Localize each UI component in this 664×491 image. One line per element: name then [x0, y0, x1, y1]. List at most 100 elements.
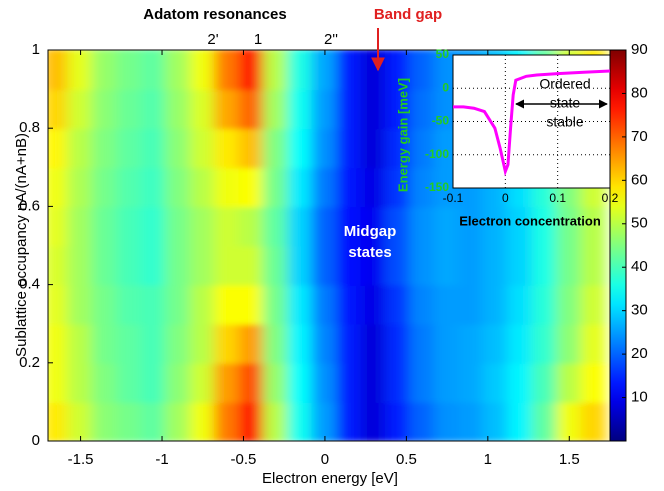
- heat-cell: [556, 205, 583, 247]
- inset-x-axis-label: Electron concentration: [459, 213, 601, 228]
- heat-cell: [140, 400, 168, 441]
- heat-cell: [189, 50, 216, 91]
- heat-cell: [140, 127, 168, 169]
- overlay: -1.5 -1 -0.5 0 0.5 1 1.5 0 0.2 0.4 0.6 0.8 1 10 20 30 40…: [19, 41, 648, 468]
- heat-cell: [287, 205, 314, 247]
- heat-cell: [213, 361, 241, 403]
- heat-cell: [67, 283, 94, 325]
- heat-cell: [91, 400, 119, 441]
- heat-cell: [556, 400, 583, 441]
- colorbar-tick-label: 30: [631, 302, 648, 319]
- y-tick-label: 0.8: [19, 119, 40, 136]
- heat-cell: [531, 400, 559, 441]
- annotation: 2'': [324, 31, 338, 48]
- heat-cell: [385, 283, 412, 325]
- heat-cell: [336, 50, 363, 91]
- heat-cell: [360, 127, 388, 169]
- inset-annotation: stable: [546, 114, 584, 130]
- heat-cell: [385, 322, 412, 364]
- heat-cell: [311, 127, 339, 169]
- heat-cell: [409, 205, 436, 247]
- heat-cell: [91, 127, 119, 169]
- heat-cell: [580, 361, 607, 403]
- colorbar-tick-label: 10: [631, 389, 648, 406]
- y-axis-label: Sublattice occupancy nA/(nA+nB): [13, 133, 30, 357]
- heat-cell: [213, 400, 241, 441]
- heat-cell: [213, 50, 241, 91]
- heat-cell: [140, 283, 168, 325]
- heat-cell: [165, 205, 192, 247]
- heat-cell: [311, 244, 339, 286]
- x-tick-label: -1: [155, 451, 168, 468]
- heat-cell: [385, 166, 412, 208]
- y-tick-label: 0.6: [19, 197, 40, 214]
- heat-cell: [238, 127, 265, 169]
- heat-cell: [458, 400, 485, 441]
- heat-cell: [165, 50, 192, 91]
- heat-cell: [409, 88, 436, 130]
- heat-cell: [91, 88, 119, 130]
- heat-cell: [360, 400, 388, 441]
- inset-x-tick-label: 0: [502, 191, 509, 205]
- heat-cell: [360, 50, 388, 91]
- heat-cell: [580, 322, 607, 364]
- heat-cell: [67, 127, 94, 169]
- heat-cell: [507, 361, 534, 403]
- x-axis-label: Electron energy [eV]: [262, 470, 398, 487]
- heat-cell: [165, 166, 192, 208]
- heat-cell: [458, 205, 485, 247]
- heat-cell: [238, 283, 265, 325]
- heat-cell: [531, 205, 559, 247]
- heat-cell: [262, 205, 290, 247]
- heat-cell: [165, 127, 192, 169]
- heat-cell: [507, 244, 534, 286]
- heat-cell: [238, 361, 265, 403]
- heat-cell: [165, 244, 192, 286]
- heat-cell: [409, 400, 436, 441]
- heat-cell: [385, 127, 412, 169]
- heat-cell: [336, 127, 363, 169]
- heat-cell: [409, 283, 436, 325]
- colorbar-tick-label: 70: [631, 128, 648, 145]
- colorbar-tick-label: 90: [631, 41, 648, 58]
- heat-cell: [531, 322, 559, 364]
- heat-cell: [385, 88, 412, 130]
- heat-cell: [213, 127, 241, 169]
- heat-cell: [409, 50, 436, 91]
- heat-cell: [409, 361, 436, 403]
- annotation: states: [348, 244, 391, 261]
- heat-cell: [580, 244, 607, 286]
- inset-x-tick-label: 0.2: [602, 191, 619, 205]
- heat-cell: [385, 50, 412, 91]
- heat-cell: [48, 244, 70, 286]
- colorbar-tick-label: 40: [631, 258, 648, 275]
- y-tick-label: 0: [32, 432, 40, 449]
- x-tick-label: 1: [484, 451, 492, 468]
- heat-cell: [458, 361, 485, 403]
- heat-cell: [507, 205, 534, 247]
- heat-cell: [287, 322, 314, 364]
- heat-cell: [433, 205, 461, 247]
- heat-cell: [165, 322, 192, 364]
- heat-cell: [287, 244, 314, 286]
- heat-cell: [67, 361, 94, 403]
- heat-cell: [311, 166, 339, 208]
- heat-cell: [67, 400, 94, 441]
- heat-cell: [262, 283, 290, 325]
- heat-cell: [238, 244, 265, 286]
- y-tick-label: 0.2: [19, 354, 40, 371]
- inset-x-tick-label: -0.1: [443, 191, 464, 205]
- heat-cell: [336, 361, 363, 403]
- heat-cell: [360, 88, 388, 130]
- x-tick-label: -0.5: [231, 451, 257, 468]
- x-tick-label: 0: [321, 451, 329, 468]
- heat-cell: [556, 244, 583, 286]
- colorbar-tick-label: 20: [631, 345, 648, 362]
- heat-cell: [482, 322, 510, 364]
- heat-cell: [287, 400, 314, 441]
- heat-cell: [311, 205, 339, 247]
- heat-cell: [116, 244, 143, 286]
- heat-cell: [336, 88, 363, 130]
- heat-cell: [311, 283, 339, 325]
- heat-cell: [287, 361, 314, 403]
